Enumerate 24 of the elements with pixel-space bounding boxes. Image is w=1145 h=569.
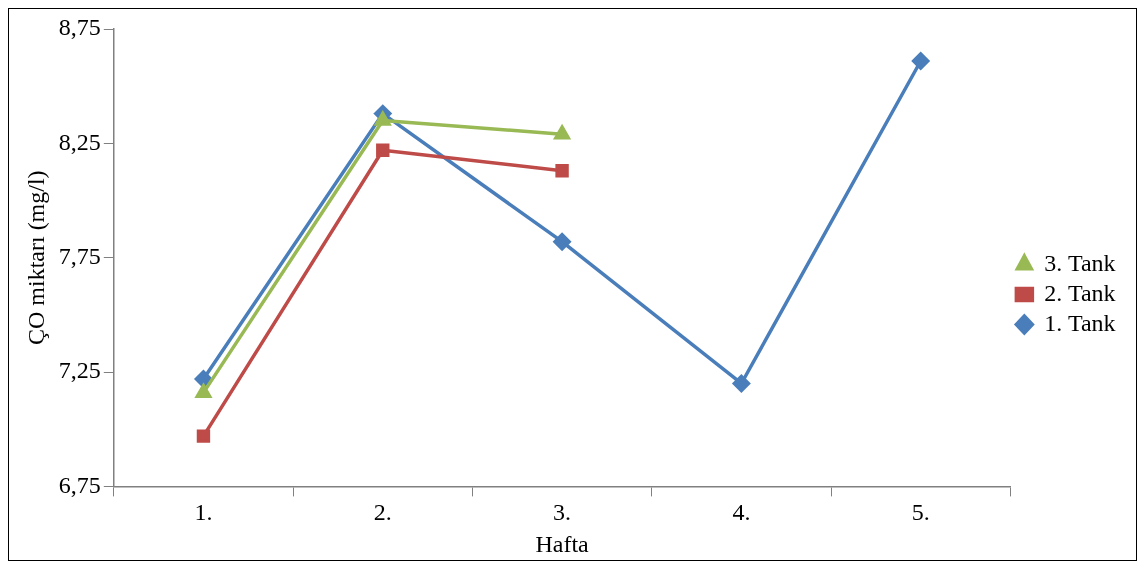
legend-label: 1. Tank: [1044, 309, 1116, 336]
y-tick-label: 8,25: [58, 128, 101, 155]
point: [374, 111, 391, 126]
x-tick-label: 4.: [732, 499, 751, 526]
point: [911, 52, 930, 70]
x-axis-title: Hafta: [535, 530, 590, 557]
point: [555, 164, 569, 178]
y-tick-label: 7,25: [58, 357, 101, 384]
legend-label: 3. Tank: [1044, 249, 1116, 276]
point: [194, 370, 213, 388]
point: [553, 232, 571, 251]
point: [732, 374, 751, 393]
x-tick-label: 2.: [373, 499, 392, 526]
x-tick-label: 1.: [194, 499, 213, 526]
x-tick-label: 5.: [911, 499, 930, 526]
point: [376, 143, 390, 157]
y-tick-label: 6,75: [58, 471, 101, 498]
y-axis-title: ÇO miktarı (mg/l): [22, 170, 49, 346]
y-tick-label: 8,75: [58, 14, 101, 41]
y-tick-label: 7,75: [58, 243, 101, 269]
x-tick-label: 3.: [553, 499, 572, 526]
point: [554, 125, 570, 140]
point: [196, 429, 211, 443]
legend-label: 2. Tank: [1044, 279, 1116, 306]
